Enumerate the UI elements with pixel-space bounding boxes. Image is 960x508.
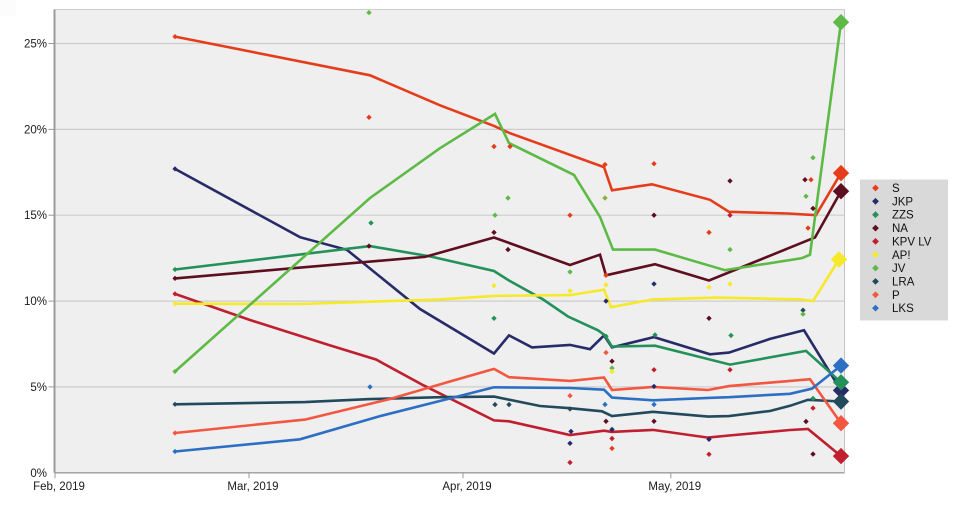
svg-text:25%: 25%	[24, 39, 47, 51]
svg-text:KPV LV: KPV LV	[892, 236, 932, 248]
svg-text:Mar, 2019: Mar, 2019	[227, 481, 278, 493]
svg-text:10%: 10%	[24, 296, 47, 308]
svg-text:LRA: LRA	[892, 276, 915, 288]
svg-text:Feb, 2019: Feb, 2019	[33, 481, 85, 493]
svg-text:0%: 0%	[30, 468, 47, 480]
svg-text:P: P	[892, 290, 900, 302]
svg-text:JKP: JKP	[892, 196, 913, 208]
svg-text:NA: NA	[892, 223, 908, 235]
svg-text:ZZS: ZZS	[892, 210, 914, 222]
svg-text:LKS: LKS	[892, 303, 914, 315]
svg-text:15%: 15%	[24, 210, 47, 222]
svg-text:AP!: AP!	[892, 250, 911, 262]
svg-text:5%: 5%	[30, 382, 47, 394]
svg-text:S: S	[892, 183, 900, 195]
svg-text:20%: 20%	[24, 124, 47, 136]
svg-text:Apr, 2019: Apr, 2019	[442, 481, 491, 493]
svg-text:JV: JV	[892, 263, 906, 275]
svg-text:May, 2019: May, 2019	[648, 481, 701, 493]
